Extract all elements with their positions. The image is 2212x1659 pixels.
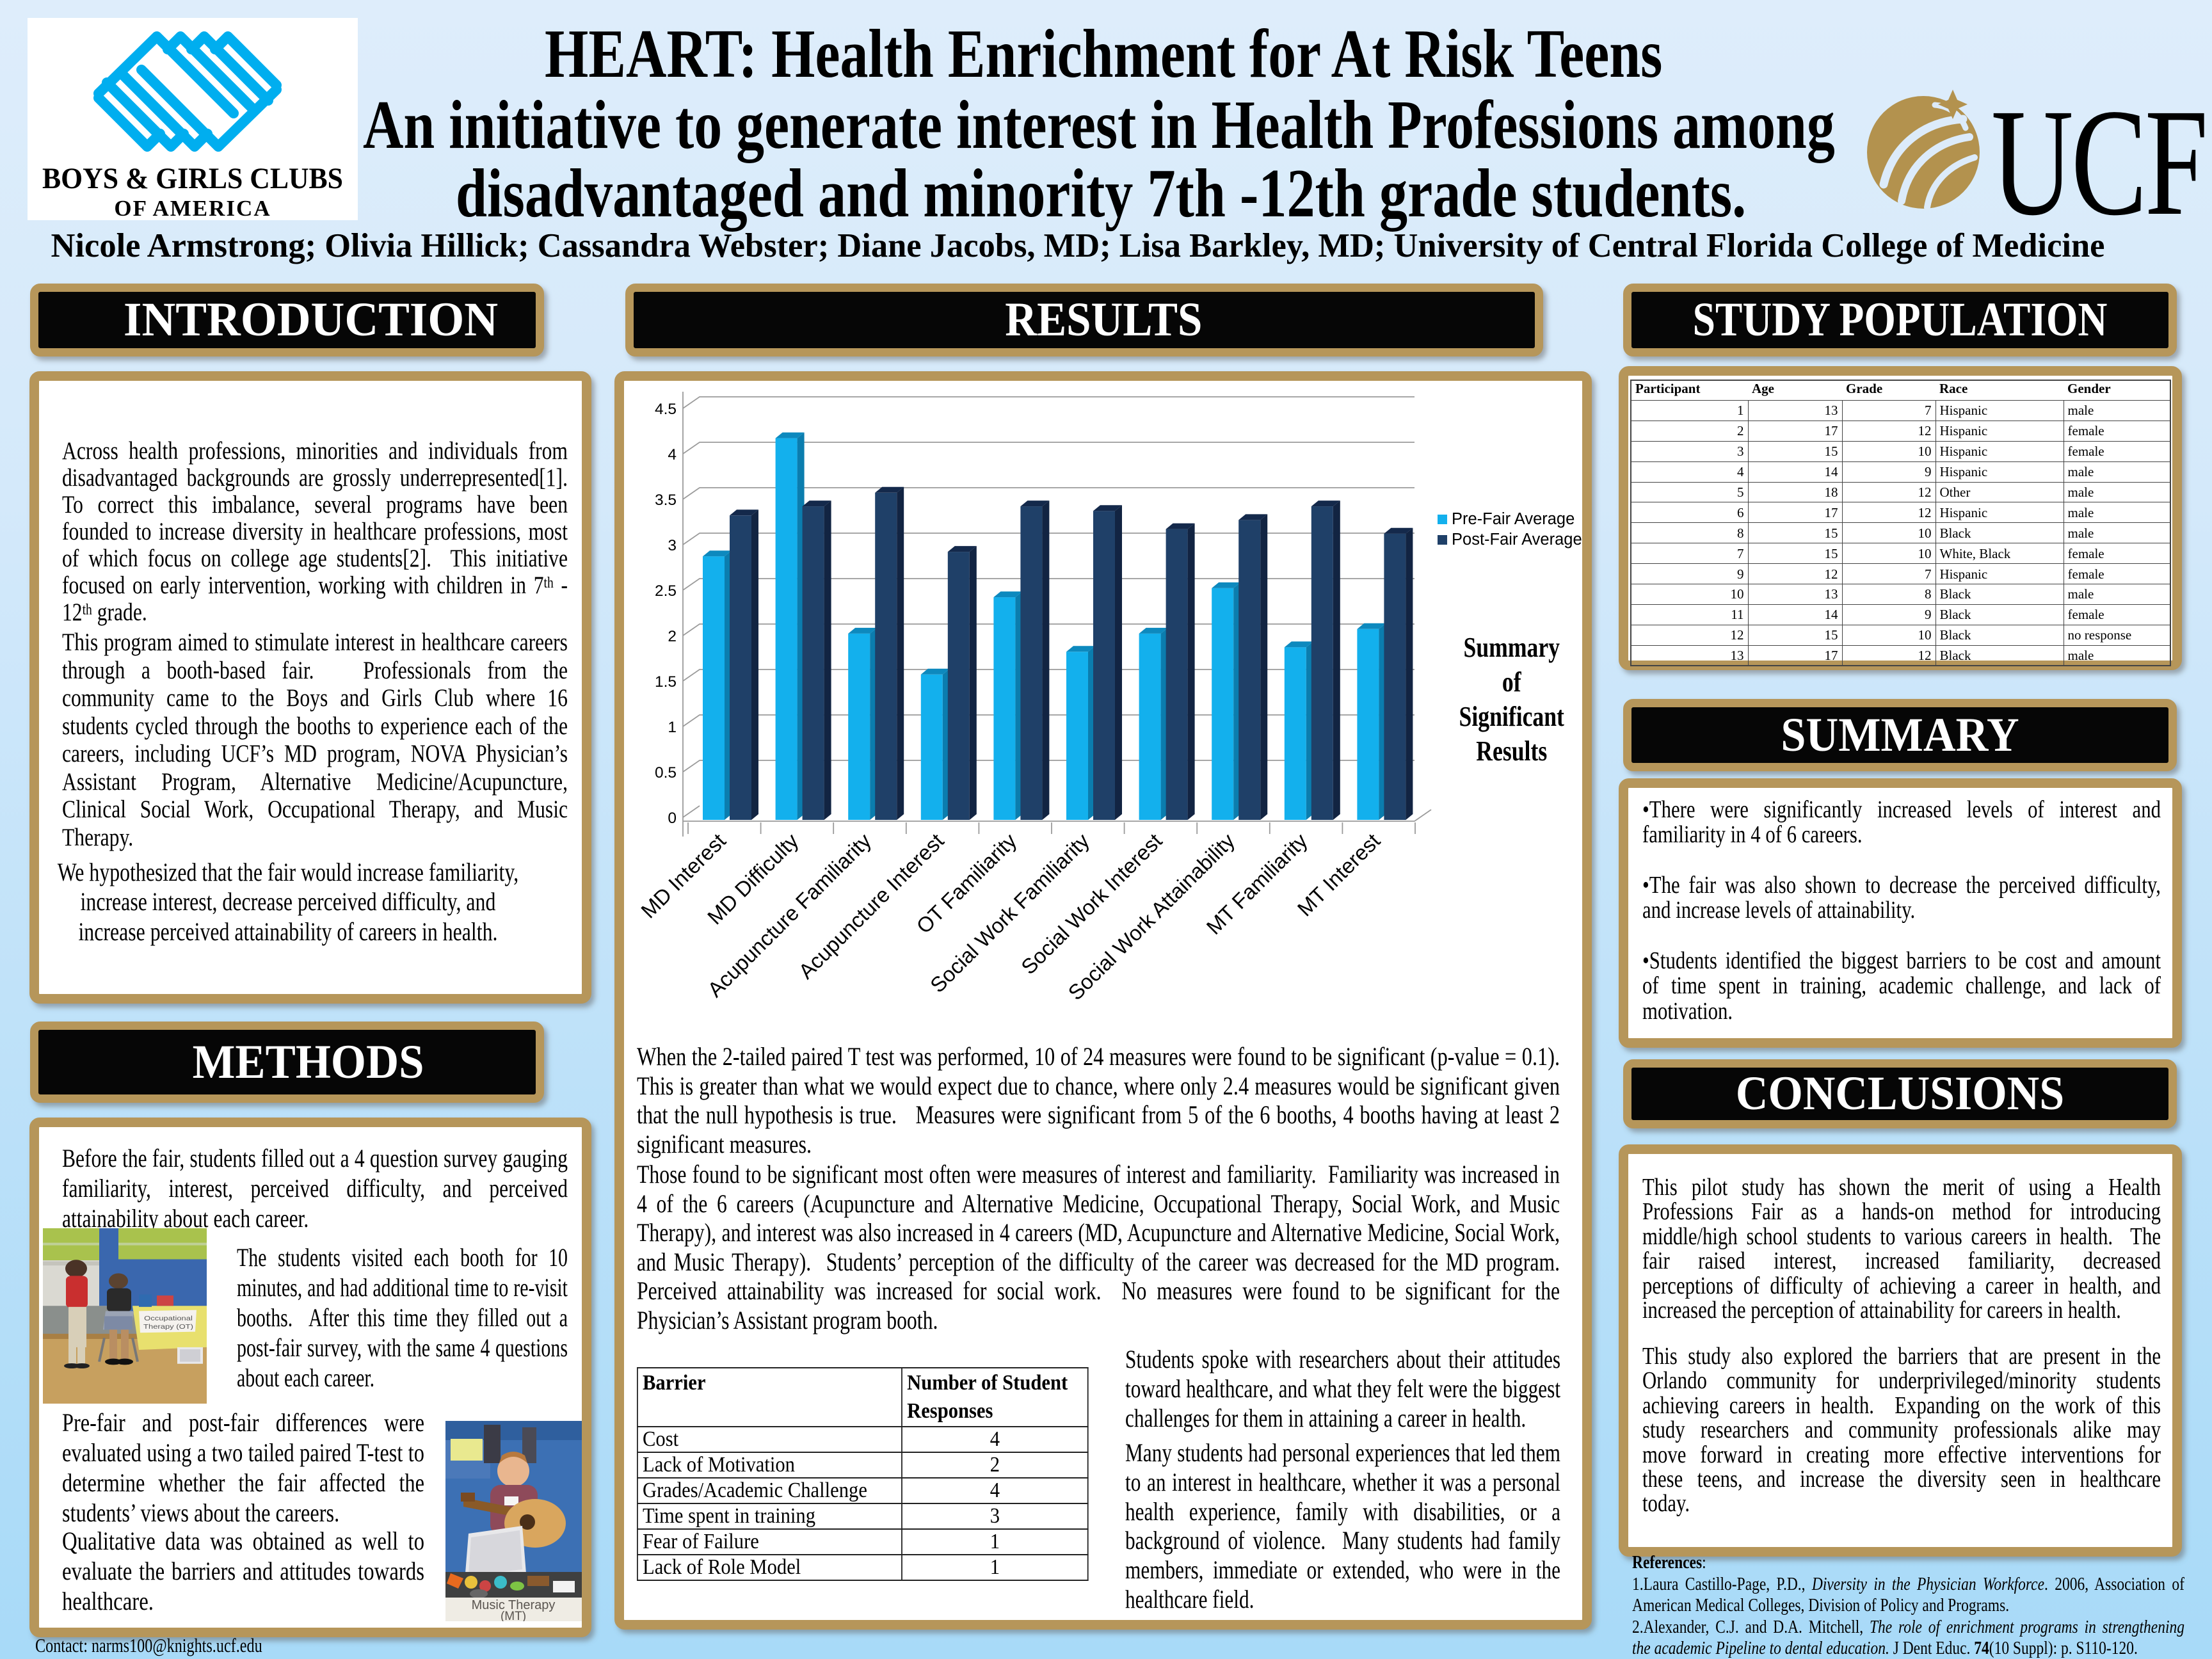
svg-text:Social Work Interest: Social Work Interest: [1016, 829, 1167, 979]
svg-text:Therapy (OT): Therapy (OT): [143, 1322, 193, 1330]
svg-text:2.5: 2.5: [655, 582, 677, 600]
svg-text:0.5: 0.5: [655, 764, 677, 781]
svg-text:0: 0: [668, 810, 677, 827]
svg-text:1.5: 1.5: [655, 673, 677, 691]
svg-text:4: 4: [668, 446, 677, 463]
svg-text:Acupuncture Interest: Acupuncture Interest: [794, 829, 948, 983]
svg-text:Music Therapy: Music Therapy: [472, 1598, 556, 1612]
svg-text:1: 1: [668, 719, 677, 736]
svg-text:4.5: 4.5: [655, 401, 677, 418]
svg-text:3: 3: [668, 537, 677, 554]
svg-text:(MT): (MT): [501, 1610, 526, 1621]
svg-text:2: 2: [668, 628, 677, 645]
svg-text:Occupational: Occupational: [144, 1314, 193, 1322]
svg-text:3.5: 3.5: [655, 492, 677, 509]
svg-text:Post-Fair Average: Post-Fair Average: [1452, 531, 1582, 549]
svg-text:Pre-Fair Average: Pre-Fair Average: [1452, 510, 1575, 528]
